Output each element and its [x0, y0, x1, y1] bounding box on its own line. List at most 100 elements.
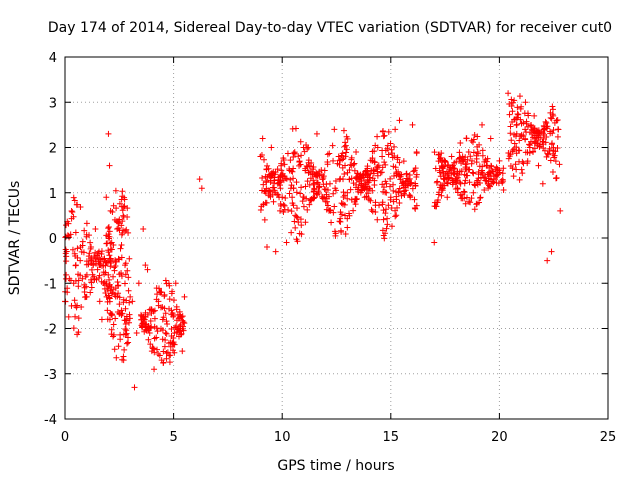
data-point [449, 181, 456, 188]
chart-title: Day 174 of 2014, Sidereal Day-to-day VTE… [48, 20, 612, 36]
data-point [490, 168, 497, 175]
data-point [545, 151, 552, 158]
data-point [549, 103, 556, 110]
data-point [496, 157, 503, 164]
data-point [135, 280, 142, 287]
data-point [108, 311, 115, 318]
data-point [475, 199, 482, 206]
data-point [374, 144, 381, 151]
data-point [143, 321, 150, 328]
data-point [507, 130, 514, 137]
data-point [170, 313, 177, 320]
data-point [541, 123, 548, 130]
data-point [106, 162, 113, 169]
data-point [116, 310, 123, 317]
data-point [105, 271, 112, 278]
data-point [524, 123, 531, 130]
data-point [479, 167, 486, 174]
data-point [459, 153, 466, 160]
data-point [291, 150, 298, 157]
data-point [550, 127, 557, 134]
data-point [505, 149, 512, 156]
data-point [380, 207, 387, 214]
data-point [513, 115, 520, 122]
data-point [531, 135, 538, 142]
data-point [508, 96, 515, 103]
data-point [392, 164, 399, 171]
data-point [169, 347, 176, 354]
data-point [72, 262, 79, 269]
data-point [465, 149, 472, 156]
data-point [123, 340, 130, 347]
data-point [105, 224, 112, 231]
data-point [313, 130, 320, 137]
data-point [280, 177, 287, 184]
data-point [151, 307, 158, 314]
data-point [298, 184, 305, 191]
data-point [297, 161, 304, 168]
data-point [170, 339, 177, 346]
data-point [108, 239, 115, 246]
data-point [353, 173, 360, 180]
data-point [307, 175, 314, 182]
data-point [352, 195, 359, 202]
data-point [366, 185, 373, 192]
data-point [355, 188, 362, 195]
data-point [168, 290, 175, 297]
y-tick-label: 2 [49, 142, 57, 157]
data-point [498, 178, 505, 185]
data-point [81, 227, 88, 234]
data-point [304, 178, 311, 185]
data-point [140, 225, 147, 232]
data-point [372, 202, 379, 209]
data-point [436, 167, 443, 174]
data-point [456, 149, 463, 156]
data-point [125, 229, 132, 236]
data-point [149, 345, 156, 352]
data-point [314, 179, 321, 186]
data-point [519, 170, 526, 177]
data-point [474, 149, 481, 156]
data-point [305, 144, 312, 151]
data-point [518, 120, 525, 127]
data-point [67, 231, 74, 238]
data-point [103, 194, 110, 201]
data-point [411, 167, 418, 174]
data-point [479, 170, 486, 177]
data-point [63, 271, 70, 278]
data-point [105, 292, 112, 299]
data-point [499, 176, 506, 183]
data-point [111, 267, 118, 274]
data-point [285, 207, 292, 214]
data-point [505, 90, 512, 97]
data-point [531, 125, 538, 132]
data-point [385, 128, 392, 135]
data-point [467, 199, 474, 206]
data-point [280, 201, 287, 208]
data-point [380, 232, 387, 239]
data-point [375, 162, 382, 169]
data-point [477, 174, 484, 181]
data-point [348, 154, 355, 161]
data-point [180, 319, 187, 326]
data-point [344, 215, 351, 222]
data-point [69, 209, 76, 216]
data-point [124, 267, 131, 274]
data-point [290, 154, 297, 161]
data-point [353, 149, 360, 156]
data-point [310, 187, 317, 194]
data-point [549, 130, 556, 137]
data-point [107, 240, 114, 247]
data-point [322, 198, 329, 205]
data-point [94, 250, 101, 257]
data-point [271, 187, 278, 194]
y-tick-label: 3 [49, 96, 57, 111]
y-tick-label: 1 [49, 187, 57, 202]
data-point [337, 215, 344, 222]
data-point [549, 140, 556, 147]
data-point [109, 289, 116, 296]
data-point [506, 153, 513, 160]
data-point [548, 115, 555, 122]
x-tick-label: 15 [383, 430, 400, 445]
data-point [181, 293, 188, 300]
